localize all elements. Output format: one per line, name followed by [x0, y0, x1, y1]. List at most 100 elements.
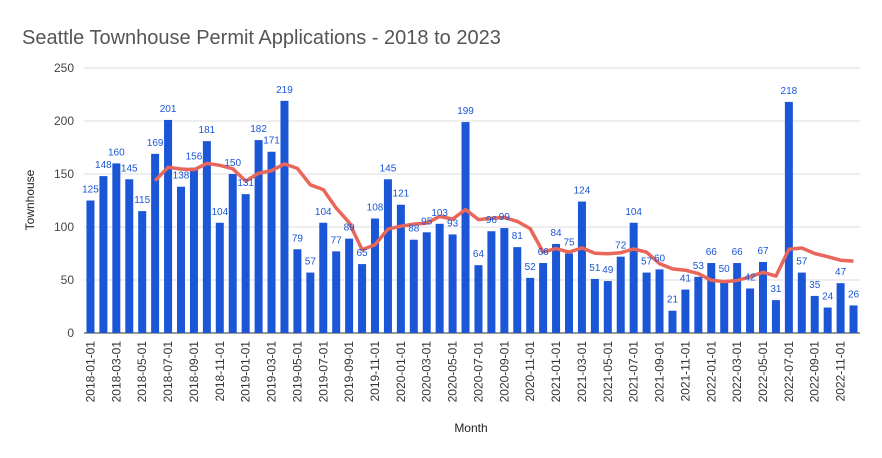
bar	[254, 140, 263, 333]
data-label: 96	[486, 215, 498, 226]
data-label: 42	[745, 272, 757, 283]
data-label: 201	[160, 104, 177, 115]
bar	[655, 269, 664, 333]
data-label: 182	[250, 124, 267, 135]
data-label: 52	[525, 262, 537, 273]
bar	[526, 277, 535, 333]
bar	[461, 122, 470, 333]
bar	[383, 179, 392, 333]
data-label: 89	[344, 223, 356, 234]
y-tick-label: 100	[54, 220, 74, 234]
x-tick-label: 2021-11-01	[678, 341, 692, 402]
data-label: 103	[431, 208, 448, 219]
bar	[733, 263, 742, 333]
data-label: 104	[315, 207, 332, 218]
bar	[396, 204, 405, 333]
bar	[797, 272, 806, 333]
data-label: 150	[224, 158, 241, 169]
data-label: 66	[732, 247, 744, 258]
x-axis-title: Month	[454, 421, 487, 435]
data-label: 77	[331, 235, 343, 246]
bar	[552, 243, 561, 333]
x-tick-label: 2019-11-01	[368, 341, 382, 402]
x-tick-label: 2021-05-01	[601, 341, 615, 403]
data-label: 57	[305, 257, 317, 268]
bar	[306, 272, 315, 333]
bar	[849, 305, 858, 333]
bar	[435, 223, 444, 333]
data-label: 57	[641, 257, 653, 268]
x-tick-label: 2019-09-01	[342, 341, 356, 403]
x-tick-label: 2020-07-01	[471, 341, 485, 403]
data-label: 41	[680, 274, 692, 285]
x-tick-label: 2018-11-01	[213, 341, 227, 402]
x-tick-label: 2022-11-01	[834, 341, 848, 402]
bar	[720, 280, 729, 333]
data-label: 31	[770, 284, 782, 295]
data-label: 104	[211, 207, 228, 218]
x-tick-label: 2020-01-01	[394, 341, 408, 403]
x-tick-label: 2020-03-01	[420, 341, 434, 403]
bar	[215, 222, 224, 333]
bar	[151, 153, 160, 333]
x-tick-label: 2019-07-01	[316, 341, 330, 403]
data-label: 67	[757, 246, 769, 257]
x-tick-label: 2022-01-01	[704, 341, 718, 403]
x-tick-label: 2019-01-01	[239, 341, 253, 403]
data-label: 50	[719, 264, 731, 275]
data-label: 218	[781, 86, 798, 97]
data-label: 60	[654, 253, 666, 264]
data-label: 181	[199, 125, 216, 136]
y-tick-label: 50	[61, 273, 75, 287]
bar	[86, 200, 95, 333]
data-label: 79	[292, 233, 304, 244]
chart-title: Seattle Townhouse Permit Applications - …	[22, 27, 501, 49]
x-tick-label: 2019-03-01	[265, 341, 279, 403]
bar	[784, 101, 793, 333]
bar	[500, 228, 509, 333]
x-tick-label: 2018-03-01	[109, 341, 123, 403]
data-label: 81	[512, 231, 524, 242]
x-tick-label: 2022-07-01	[782, 341, 796, 403]
data-label: 160	[108, 147, 125, 158]
data-label: 64	[473, 249, 485, 260]
bar	[241, 194, 250, 333]
bar	[332, 251, 341, 333]
data-label: 75	[563, 238, 575, 249]
bar	[823, 307, 832, 333]
data-label: 21	[667, 295, 679, 306]
bar	[746, 288, 755, 333]
data-label: 84	[551, 228, 563, 239]
bar	[771, 300, 780, 333]
data-label: 121	[393, 189, 410, 200]
trend-line	[153, 161, 854, 284]
bar	[409, 239, 418, 333]
bar	[836, 283, 845, 333]
x-tick-label: 2018-01-01	[83, 341, 97, 403]
data-label: 199	[457, 106, 474, 117]
x-tick-label: 2022-03-01	[730, 341, 744, 403]
x-tick-label: 2021-03-01	[575, 341, 589, 403]
data-label: 99	[499, 212, 511, 223]
y-tick-label: 250	[54, 61, 74, 75]
x-tick-label: 2020-09-01	[497, 341, 511, 403]
y-tick-label: 0	[67, 326, 74, 340]
data-label: 145	[380, 163, 397, 174]
bar	[668, 310, 677, 333]
y-tick-label: 200	[54, 114, 74, 128]
data-label: 95	[421, 216, 433, 227]
x-tick-label: 2022-05-01	[756, 341, 770, 403]
data-label: 88	[408, 224, 420, 235]
data-label: 148	[95, 160, 112, 171]
bar	[164, 119, 173, 333]
bar	[189, 167, 198, 333]
data-label: 145	[121, 163, 138, 174]
data-label: 66	[538, 247, 550, 258]
bar	[565, 253, 573, 333]
data-label: 26	[848, 289, 860, 300]
data-label: 93	[447, 218, 459, 229]
bar	[358, 264, 367, 333]
bar	[603, 281, 612, 333]
y-tick-label: 150	[54, 167, 74, 181]
data-label: 124	[574, 186, 591, 197]
